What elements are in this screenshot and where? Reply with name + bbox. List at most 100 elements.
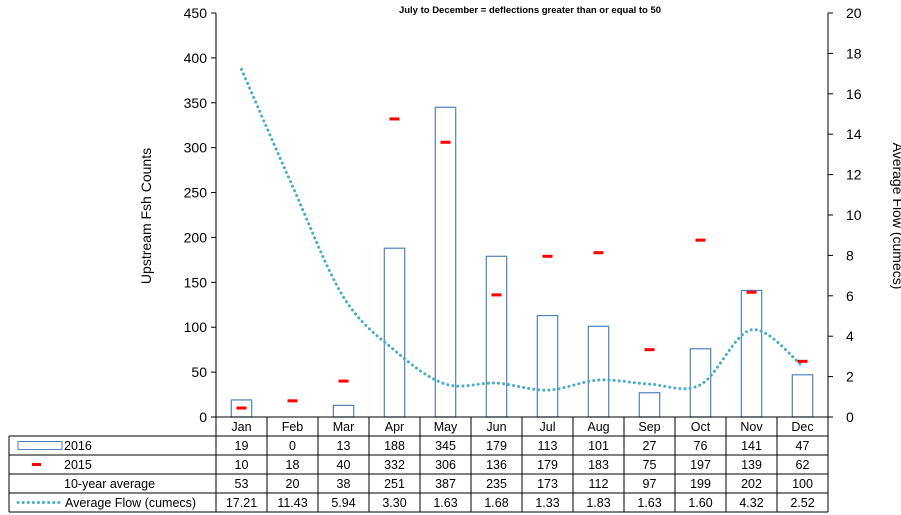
category-label: Jan: [231, 420, 251, 434]
table-cell-value: 17.21: [226, 496, 257, 510]
table-cell-value: 38: [337, 477, 351, 491]
table-cell-value: 40: [337, 458, 351, 472]
series-label: Average Flow (cumecs): [65, 496, 196, 510]
y2-tick-label: 14: [846, 126, 862, 142]
series-label: 2016: [64, 439, 92, 453]
table-cell-value: 75: [643, 458, 657, 472]
table-cell-value: 113: [538, 439, 558, 453]
table-cell-value: 11.43: [277, 496, 307, 510]
series-label: 10-year average: [64, 477, 155, 491]
marker-2015: [797, 359, 808, 363]
table-cell-value: 18: [286, 458, 300, 472]
marker-2015: [287, 399, 298, 403]
bar-series-2016: [230, 106, 814, 418]
y-tick-label: 450: [184, 5, 208, 21]
category-label: May: [434, 420, 458, 434]
table-cell-value: 1.63: [433, 496, 457, 510]
y2-axis-title: Average Flow (cumecs): [890, 143, 901, 290]
y-tick-label: 100: [184, 319, 208, 335]
flow-line-path: [240, 67, 804, 392]
table-cell-value: 47: [796, 439, 810, 453]
table-cell-value: 1.68: [484, 496, 508, 510]
table-cell-value: 62: [796, 458, 810, 472]
table-cell-value: 27: [643, 439, 657, 453]
bar: [791, 374, 814, 418]
table-cell-value: 188: [384, 439, 405, 453]
y2-tick-label: 16: [846, 86, 862, 102]
marker-2015: [593, 251, 604, 255]
bar: [332, 404, 355, 418]
table-cell-value: 0: [289, 439, 296, 453]
y2-tick-label: 18: [846, 45, 862, 61]
y-axis-title: Upstream Fsh Counts: [138, 148, 154, 284]
category-label: Sep: [638, 420, 660, 434]
table-cell-value: 1.83: [586, 496, 610, 510]
table-cell-value: 19: [235, 439, 249, 453]
data-table: Jan Feb Mar Apr May Jun Jul Aug Sep Oct Nov Dec 2016…: [8, 416, 829, 513]
table-cell-value: 1.60: [688, 496, 712, 510]
table-cell-value: 139: [741, 458, 762, 472]
table-cell-value: 97: [643, 477, 657, 491]
table-cell-value: 1.63: [637, 496, 661, 510]
table-cell-value: 387: [435, 477, 456, 491]
series-label: 2015: [64, 458, 92, 472]
table-cell-value: 306: [435, 458, 456, 472]
legend-key-2016: [17, 441, 63, 450]
bar: [587, 325, 610, 418]
category-label: Jul: [540, 420, 556, 434]
table-cell-value: 10: [235, 458, 249, 472]
category-label: Feb: [282, 420, 304, 434]
table-cell-value: 179: [486, 439, 507, 453]
marker-2015: [389, 117, 400, 121]
marker-2015: [542, 254, 553, 258]
marker-2015: [338, 379, 349, 383]
y-tick-label: 350: [184, 95, 208, 111]
y-tick-label: 150: [184, 274, 208, 290]
table-cell-value: 197: [690, 458, 711, 472]
y2-axis-ticks: 0 2 4 6 8 10 12 14 16 18 20: [828, 5, 862, 425]
legend-key-2015: [32, 463, 41, 466]
bar: [638, 392, 661, 418]
table-cell-value: 199: [690, 477, 711, 491]
y-axis-ticks: 0 50 100 150 200 250 300 350 400 450: [184, 5, 216, 425]
marker-2015: [236, 406, 247, 410]
y2-tick-label: 4: [846, 328, 854, 344]
table-cell-value: 100: [792, 477, 813, 491]
table-cell-value: 53: [235, 477, 249, 491]
table-cell-value: 3.30: [382, 496, 406, 510]
table-cell-value: 101: [588, 439, 609, 453]
table-cell-value: 173: [537, 477, 558, 491]
table-cell-value: 179: [537, 458, 558, 472]
line-series-flow: [240, 67, 804, 392]
y2-tick-label: 10: [846, 207, 862, 223]
y2-tick-label: 6: [846, 288, 854, 304]
marker-2015: [644, 348, 655, 352]
bar: [485, 255, 508, 418]
bar: [689, 348, 712, 418]
y-tick-label: 50: [191, 364, 207, 380]
bar: [383, 247, 406, 418]
y-tick-label: 300: [184, 140, 208, 156]
category-label: Oct: [691, 420, 711, 434]
table-cell-value: 1.33: [535, 496, 559, 510]
table-cell-value: 5.94: [331, 496, 355, 510]
chart-title: July to December = deflections greater t…: [399, 5, 661, 16]
marker-2015: [695, 238, 706, 242]
y-tick-label: 250: [184, 185, 208, 201]
table-cell-value: 332: [384, 458, 405, 472]
y2-tick-label: 12: [846, 167, 862, 183]
category-label: Dec: [791, 420, 813, 434]
category-label: Apr: [385, 420, 404, 434]
y2-tick-label: 8: [846, 247, 854, 263]
table-cell-value: 76: [694, 439, 708, 453]
category-label: Mar: [333, 420, 355, 434]
y2-tick-label: 0: [846, 409, 854, 425]
bar: [434, 106, 457, 418]
table-cell-value: 345: [435, 439, 456, 453]
table-cell-value: 20: [286, 477, 300, 491]
marker-2015: [746, 290, 757, 294]
axes: [215, 13, 829, 417]
y-tick-label: 0: [199, 409, 207, 425]
table-cell-value: 4.32: [739, 496, 763, 510]
